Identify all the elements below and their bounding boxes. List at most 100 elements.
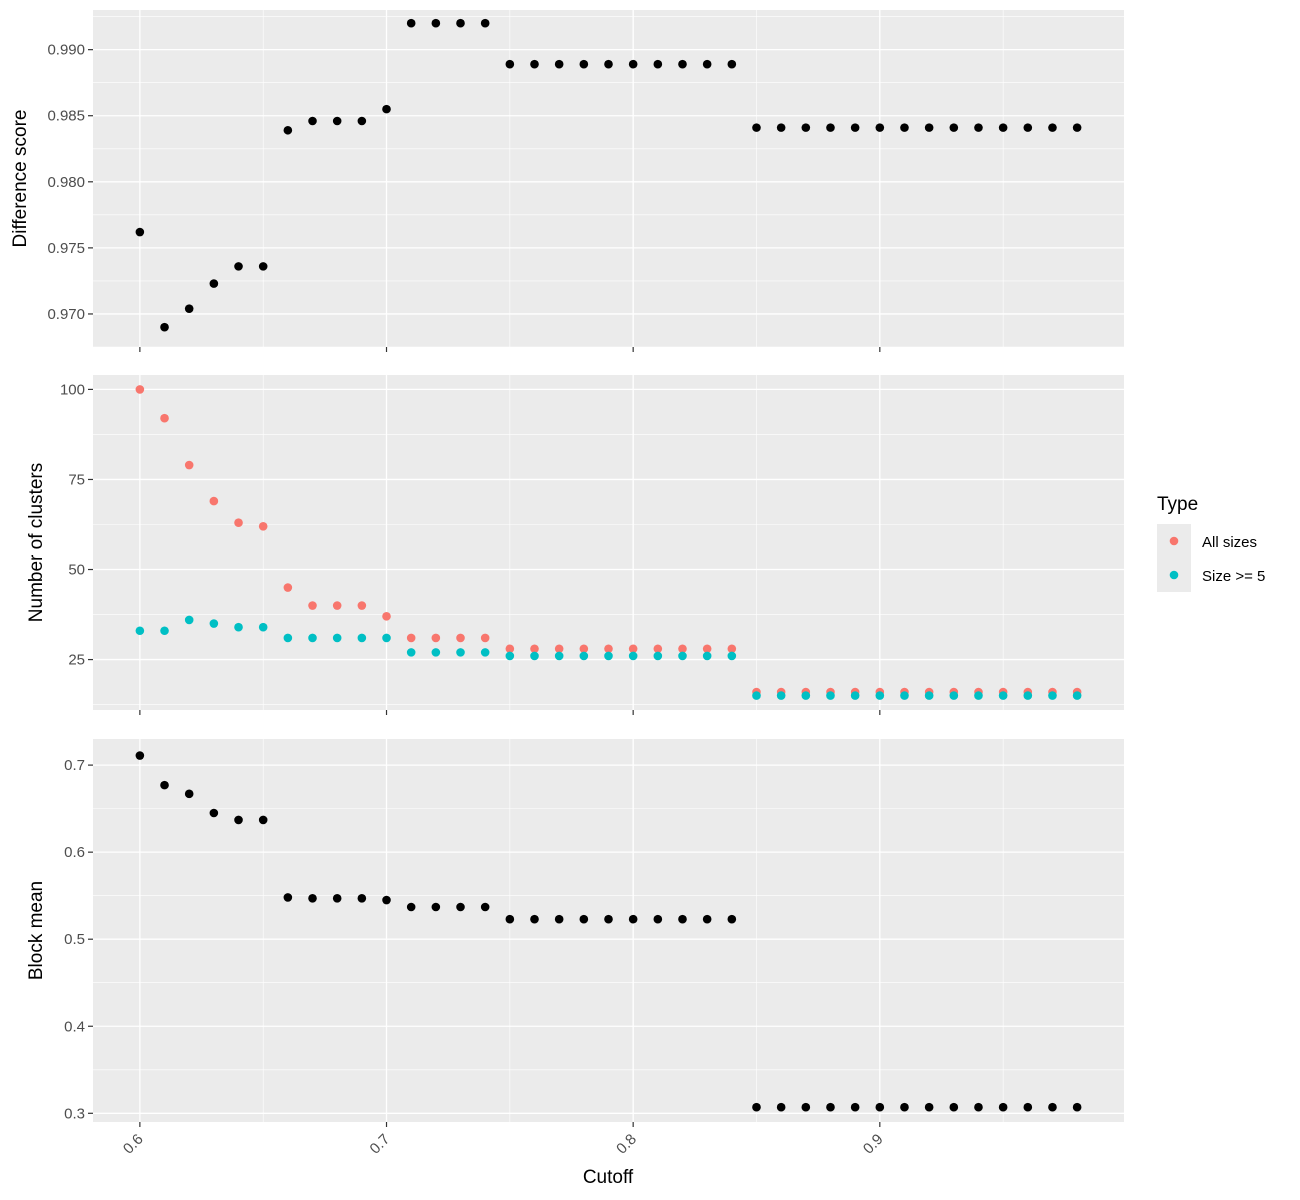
data-point xyxy=(1023,1102,1033,1112)
data-point xyxy=(283,583,293,592)
data-point xyxy=(530,644,539,654)
data-point xyxy=(184,460,194,470)
data-point xyxy=(530,914,539,924)
data-point xyxy=(653,651,663,661)
data-point xyxy=(554,914,564,924)
data-point xyxy=(357,601,367,610)
data-point xyxy=(283,125,293,135)
data-point xyxy=(431,648,441,657)
x-tick-label: 0.6 xyxy=(120,1131,147,1158)
data-point xyxy=(678,59,687,69)
data-point xyxy=(308,601,317,610)
data-point xyxy=(382,633,391,643)
data-point xyxy=(826,123,835,132)
data-point xyxy=(702,644,712,654)
data-point xyxy=(258,521,268,531)
legend-title: Type xyxy=(1157,494,1198,515)
data-point xyxy=(776,1102,786,1112)
x-tick-label: 0.9 xyxy=(860,1131,887,1158)
data-point xyxy=(209,808,219,818)
data-point xyxy=(135,227,145,237)
data-point xyxy=(554,59,564,69)
data-point xyxy=(332,116,342,126)
y-tick-label: 0.970 xyxy=(47,306,85,323)
data-point xyxy=(1048,1102,1057,1112)
data-point xyxy=(924,691,934,700)
data-point xyxy=(678,914,687,924)
data-point xyxy=(702,914,712,924)
data-point xyxy=(431,902,441,912)
y-axis-title: Number of clusters xyxy=(26,463,47,622)
data-point xyxy=(357,633,367,643)
legend: Type All sizes Size >= 5 xyxy=(1157,494,1265,592)
data-point xyxy=(332,633,342,643)
data-point xyxy=(702,651,712,661)
data-point xyxy=(998,123,1008,132)
data-point xyxy=(604,644,613,654)
legend-key-size-5 xyxy=(1169,570,1179,580)
data-point xyxy=(604,59,613,69)
data-point xyxy=(776,123,786,132)
y-tick-label: 100 xyxy=(60,381,85,398)
data-point xyxy=(678,651,687,661)
x-axis-title: Cutoff xyxy=(583,1167,634,1188)
y-tick-label: 0.980 xyxy=(47,174,85,191)
y-tick-label: 0.4 xyxy=(64,1018,85,1035)
data-point xyxy=(1048,691,1057,700)
panel-background xyxy=(93,739,1124,1122)
data-point xyxy=(135,385,145,394)
data-point xyxy=(135,751,145,760)
data-point xyxy=(456,18,465,28)
y-tick-label: 25 xyxy=(68,652,85,669)
data-point xyxy=(184,615,194,625)
data-point xyxy=(727,914,737,924)
data-point xyxy=(702,59,712,69)
data-point xyxy=(826,1102,835,1112)
data-point xyxy=(727,651,737,661)
data-point xyxy=(234,518,243,527)
data-point xyxy=(628,59,638,69)
data-point xyxy=(382,895,391,905)
data-point xyxy=(332,893,342,903)
data-point xyxy=(653,59,663,69)
y-tick-label: 50 xyxy=(68,562,85,579)
data-point xyxy=(283,893,293,902)
data-point xyxy=(801,123,811,132)
y-axis-title: Block mean xyxy=(26,881,47,980)
panel-top: 0.970 0.975 0.980 0.985 0.990 Difference scor… xyxy=(10,10,1124,352)
data-point xyxy=(431,18,441,28)
data-point xyxy=(1072,1102,1082,1112)
data-point xyxy=(776,691,786,700)
data-point xyxy=(801,1102,811,1112)
data-point xyxy=(456,633,465,643)
data-point xyxy=(653,644,663,654)
data-point xyxy=(850,691,860,700)
data-point xyxy=(900,1102,909,1112)
data-point xyxy=(308,893,317,903)
legend-label-all-sizes: All sizes xyxy=(1202,534,1257,551)
data-point xyxy=(801,691,811,700)
data-point xyxy=(480,648,490,657)
data-point xyxy=(998,691,1008,700)
data-point xyxy=(924,1102,934,1112)
data-point xyxy=(554,644,564,654)
y-tick-label: 0.7 xyxy=(64,757,85,774)
data-point xyxy=(505,651,515,661)
data-point xyxy=(900,123,909,132)
panel-middle: 25 50 75 100 Number of clusters xyxy=(26,375,1124,715)
data-point xyxy=(974,123,983,132)
data-point xyxy=(628,644,638,654)
data-point xyxy=(530,651,539,661)
data-point xyxy=(209,496,219,506)
y-tick-label: 0.5 xyxy=(64,931,85,948)
data-point xyxy=(160,780,169,790)
data-point xyxy=(480,633,490,643)
data-point xyxy=(234,622,243,632)
data-point xyxy=(160,626,169,636)
data-point xyxy=(998,1102,1008,1112)
x-tick-label: 0.8 xyxy=(613,1131,640,1158)
data-point xyxy=(332,601,342,610)
data-point xyxy=(505,914,515,924)
